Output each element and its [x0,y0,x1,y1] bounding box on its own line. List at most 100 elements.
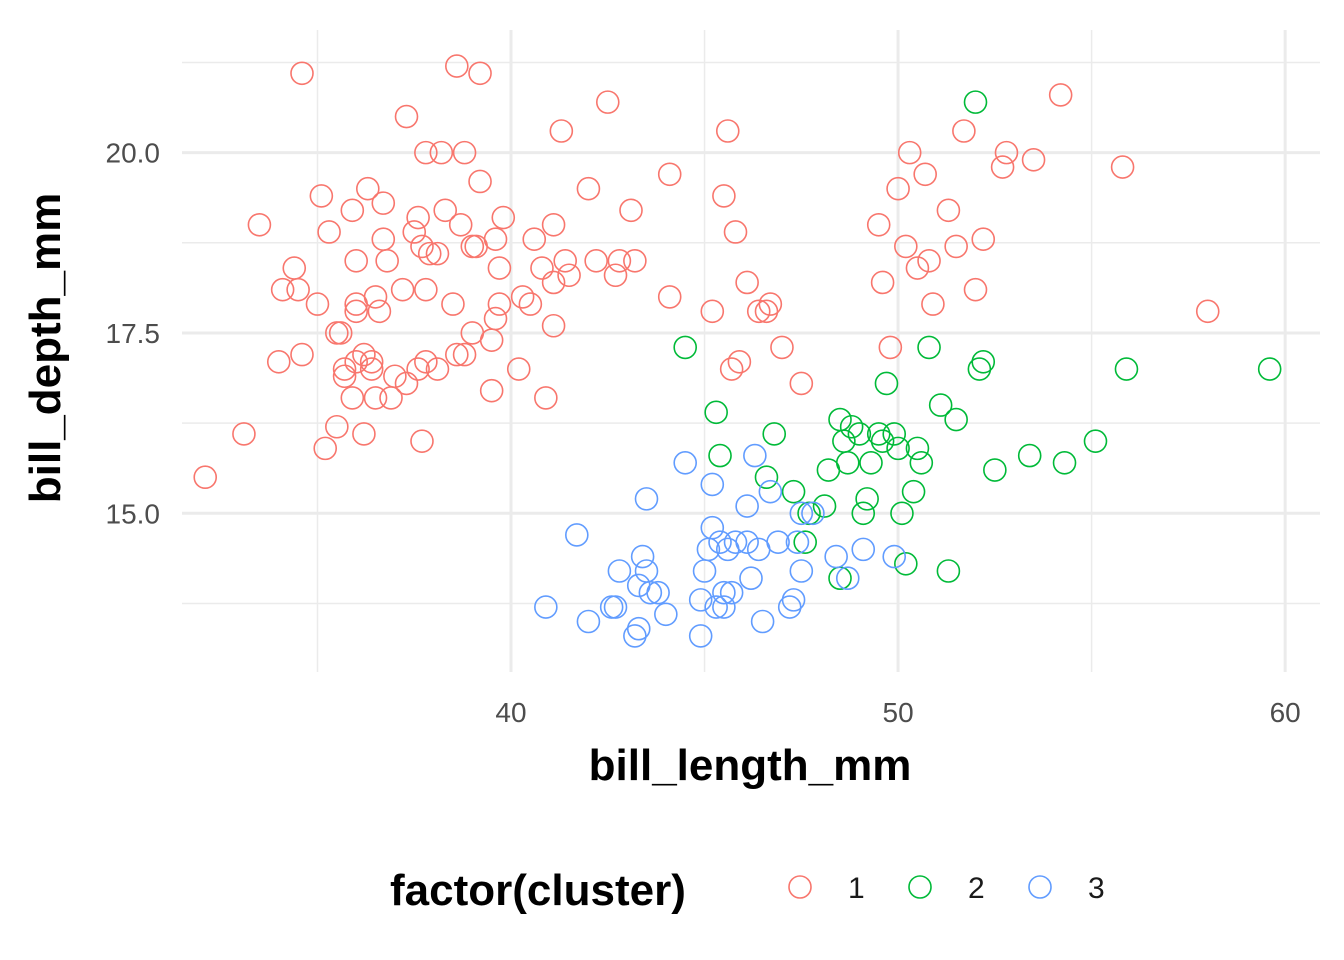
data-point-cluster-1 [328,321,353,345]
data-point-cluster-1 [410,234,434,259]
data-point-cluster-3 [708,530,732,554]
data-point-cluster-3 [534,595,558,619]
data-point-cluster-1 [936,198,961,223]
data-point-cluster-1 [479,378,504,403]
data-point-cluster-3 [750,609,775,634]
legend-title: factor(cluster) [390,866,686,915]
data-point-cluster-1 [994,140,1019,165]
data-point-cluster-1 [917,249,941,273]
data-point-cluster-3 [719,580,744,605]
data-point-cluster-2 [762,422,787,446]
data-point-cluster-1 [595,90,620,114]
data-point-cluster-1 [770,335,794,360]
data-point-cluster-1 [406,357,430,381]
data-point-cluster-2 [944,407,968,432]
data-point-cluster-3 [789,501,814,526]
x-axis-title: bill_length_mm [589,741,912,790]
data-point-cluster-1 [584,249,608,273]
data-point-cluster-1 [866,212,891,237]
data-point-cluster-2 [855,487,879,511]
data-point-cluster-3 [758,479,783,504]
data-point-cluster-1 [518,292,543,316]
data-point-cluster-1 [363,285,388,309]
data-points [193,54,1282,648]
data-point-cluster-3 [766,530,790,554]
data-point-cluster-3 [712,580,736,605]
data-point-cluster-3 [638,580,663,605]
data-point-cluster-1 [487,256,512,280]
data-point-cluster-2 [917,335,941,360]
data-point-cluster-1 [193,465,218,490]
data-point-cluster-1 [712,184,736,208]
legend-keys: 1 2 3 [788,872,1105,905]
data-point-cluster-1 [332,357,357,381]
data-point-cluster-3 [565,523,589,547]
data-point-cluster-1 [789,371,814,396]
data-point-cluster-1 [700,299,725,324]
data-point-cluster-1 [534,386,558,410]
data-point-cluster-3 [654,602,678,627]
data-point-cluster-1 [417,241,442,266]
data-point-cluster-1 [1048,83,1073,107]
data-point-cluster-3 [700,472,725,497]
data-point-cluster-2 [1083,429,1108,453]
data-point-cluster-2 [928,393,953,417]
data-point-cluster-1 [367,299,392,324]
data-point-cluster-1 [541,212,566,237]
legend-label-2: 2 [968,872,985,905]
data-point-cluster-3 [739,566,763,591]
data-point-cluster-1 [359,357,384,381]
data-point-cluster-1 [894,234,918,259]
data-point-cluster-2 [983,458,1007,482]
data-point-cluster-1 [266,350,291,374]
data-point-cluster-1 [375,249,399,273]
data-point-cluster-1 [944,234,968,259]
data-point-cluster-1 [352,422,376,446]
data-point-cluster-1 [286,277,310,302]
data-point-cluster-1 [468,169,492,194]
data-point-cluster-1 [971,227,996,251]
data-point-cluster-1 [433,198,458,223]
data-point-cluster-1 [406,205,430,230]
data-point-cluster-1 [963,277,988,302]
data-point-cluster-1 [313,436,338,461]
data-point-cluster-1 [510,285,535,309]
data-point-cluster-1 [352,342,376,367]
data-point-cluster-1 [746,299,771,324]
data-point-cluster-3 [700,515,725,540]
data-point-cluster-2 [963,90,988,114]
data-point-cluster-1 [952,119,976,143]
data-point-cluster-1 [452,140,477,165]
data-point-cluster-1 [340,386,365,410]
data-point-cluster-1 [758,292,783,316]
data-point-cluster-2 [905,436,930,461]
data-point-cluster-1 [990,155,1015,179]
data-point-cluster-1 [541,313,566,338]
data-point-cluster-2 [870,429,895,453]
data-point-cluster-1 [325,414,349,439]
data-point-cluster-3 [835,566,860,591]
data-point-cluster-3 [789,559,814,583]
data-point-cluster-3 [824,544,848,569]
data-point-cluster-1 [754,299,779,324]
data-point-cluster-1 [394,104,419,129]
legend-label-3: 3 [1088,872,1105,905]
data-point-cluster-2 [754,465,779,490]
data-point-cluster-1 [270,277,295,302]
data-point-cluster-1 [390,277,415,302]
data-point-cluster-1 [715,119,740,143]
data-point-cluster-1 [1195,299,1220,324]
x-tick-label: 50 [883,697,914,728]
data-point-cluster-1 [282,256,307,280]
data-point-cluster-3 [623,624,647,648]
data-point-cluster-1 [913,162,937,187]
data-point-cluster-1 [355,176,380,201]
data-point-cluster-1 [371,227,396,251]
data-point-cluster-1 [414,277,438,302]
data-point-cluster-1 [1110,155,1135,179]
data-point-cluster-1 [607,249,632,273]
data-point-cluster-1 [247,212,272,237]
data-point-cluster-1 [1021,148,1046,172]
data-point-cluster-1 [363,386,388,410]
data-point-cluster-3 [704,595,728,619]
